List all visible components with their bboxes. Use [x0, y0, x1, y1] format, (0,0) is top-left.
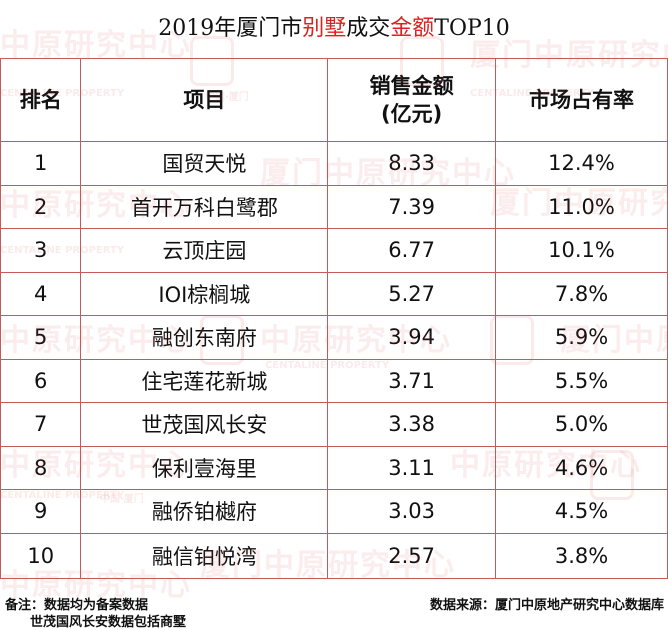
footer-source: 数据来源：厦门中原地产研究中心数据库 [429, 598, 664, 613]
share-cell: 4.6% [495, 445, 668, 490]
rank-cell: 3 [0, 228, 82, 273]
table-row: 4 IOI棕榈城 5.27 7.8% [0, 271, 668, 316]
header-sales-line2: (亿元) [381, 102, 443, 126]
sales-cell: 3.11 [327, 445, 497, 490]
project-cell: IOI棕榈城 [80, 271, 329, 316]
table-row: 1 国贸天悦 8.33 12.4% [0, 141, 668, 186]
share-cell: 5.5% [495, 358, 668, 403]
sales-cell: 5.27 [327, 271, 497, 316]
share-cell: 3.8% [495, 532, 668, 579]
rank-cell: 5 [0, 315, 82, 360]
project-cell: 首开万科白鹭郡 [80, 184, 329, 229]
project-cell: 世茂国风长安 [80, 402, 329, 447]
footer: 备注：数据均为备案数据 世茂国风长安数据包括商墅 数据来源：厦门中原地产研究中心… [0, 594, 668, 630]
rank-cell: 9 [0, 489, 82, 534]
sales-cell: 8.33 [327, 141, 497, 186]
table-row: 2 首开万科白鹭郡 7.39 11.0% [0, 184, 668, 229]
page-title: 2019年厦门市别墅成交金额TOP10 [0, 0, 668, 58]
table-row: 8 保利壹海里 3.11 4.6% [0, 445, 668, 490]
title-prefix: 2019年厦门市 [158, 16, 303, 41]
rank-cell: 4 [0, 271, 82, 316]
project-cell: 融信铂悦湾 [80, 532, 329, 579]
share-cell: 12.4% [495, 141, 668, 186]
table-row: 3 云顶庄园 6.77 10.1% [0, 228, 668, 273]
rank-cell: 10 [0, 532, 82, 579]
header-share: 市场占有率 [495, 58, 668, 142]
table-row: 9 融侨铂樾府 3.03 4.5% [0, 489, 668, 534]
rank-cell: 6 [0, 358, 82, 403]
share-cell: 5.9% [495, 315, 668, 360]
table-row: 5 融创东南府 3.94 5.9% [0, 315, 668, 360]
ranking-table: 排名 项目 销售金额 (亿元) 市场占有率 1 国贸天悦 8.33 12.4% 2 首开… [0, 58, 668, 579]
share-cell: 5.0% [495, 402, 668, 447]
header-rank: 排名 [0, 58, 82, 142]
sales-cell: 3.71 [327, 358, 497, 403]
header-row: 排名 项目 销售金额 (亿元) 市场占有率 [0, 58, 668, 142]
share-cell: 10.1% [495, 228, 668, 273]
rank-cell: 8 [0, 445, 82, 490]
project-cell: 国贸天悦 [80, 141, 329, 186]
title-suffix: TOP10 [434, 16, 510, 41]
sales-cell: 3.94 [327, 315, 497, 360]
project-cell: 云顶庄园 [80, 228, 329, 273]
table-row: 6 住宅莲花新城 3.71 5.5% [0, 358, 668, 403]
title-highlight-villa: 别墅 [302, 16, 347, 41]
share-cell: 11.0% [495, 184, 668, 229]
rank-cell: 1 [0, 141, 82, 186]
header-project: 项目 [80, 58, 329, 142]
sales-cell: 3.03 [327, 489, 497, 534]
title-middle: 成交 [346, 16, 391, 41]
rank-cell: 7 [0, 402, 82, 447]
table-row: 10 融信铂悦湾 2.57 3.8% [0, 532, 668, 579]
sales-cell: 7.39 [327, 184, 497, 229]
project-cell: 融创东南府 [80, 315, 329, 360]
header-sales: 销售金额 (亿元) [327, 58, 497, 142]
table-row: 7 世茂国风长安 3.38 5.0% [0, 402, 668, 447]
rank-cell: 2 [0, 184, 82, 229]
sales-cell: 2.57 [327, 532, 497, 579]
header-sales-line1: 销售金额 [369, 73, 454, 98]
sales-cell: 3.38 [327, 402, 497, 447]
footer-note: 备注：数据均为备案数据 [5, 598, 149, 613]
project-cell: 融侨铂樾府 [80, 489, 329, 534]
project-cell: 住宅莲花新城 [80, 358, 329, 403]
share-cell: 4.5% [495, 489, 668, 534]
project-cell: 保利壹海里 [80, 445, 329, 490]
title-highlight-amount: 金额 [390, 16, 435, 41]
footer-note-2: 世茂国风长安数据包括商墅 [30, 615, 187, 630]
share-cell: 7.8% [495, 271, 668, 316]
sales-cell: 6.77 [327, 228, 497, 273]
